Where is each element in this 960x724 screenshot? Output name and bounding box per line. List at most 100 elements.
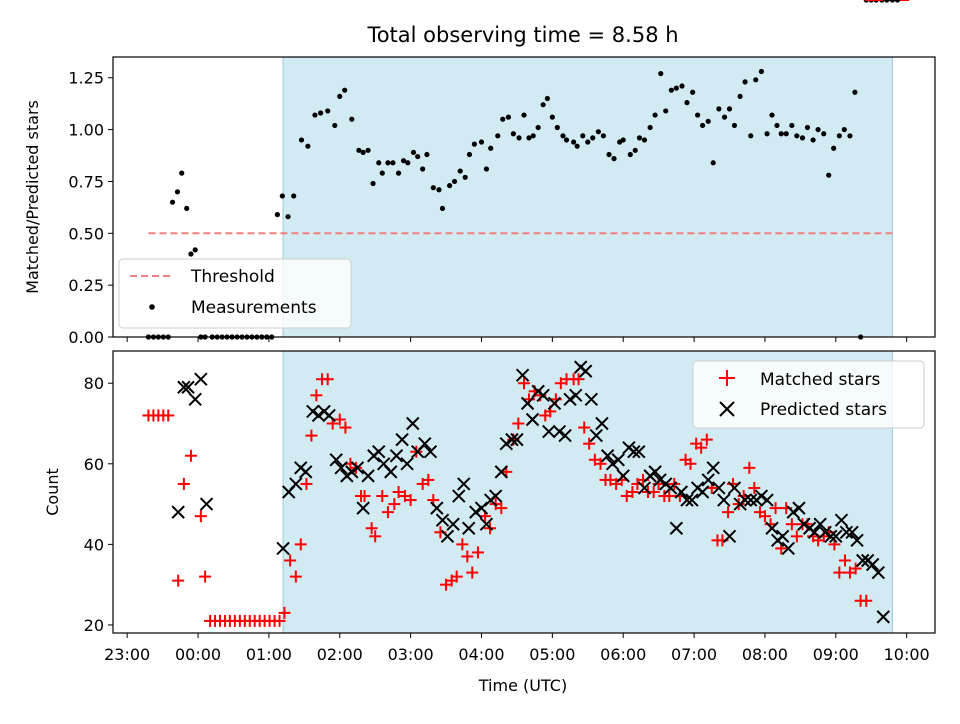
matched-point — [695, 441, 708, 454]
measurement-point — [495, 133, 501, 139]
predicted-point — [350, 461, 365, 475]
predicted-point — [595, 416, 609, 431]
matched-legend-swatch — [719, 370, 735, 386]
matched-point — [300, 477, 313, 490]
predicted-point — [418, 436, 432, 451]
predicted-point — [558, 428, 572, 443]
predicted-point — [611, 453, 625, 467]
predicted-point — [289, 477, 303, 491]
count-y-tick-label: 80 — [84, 374, 104, 393]
measurement-point — [627, 151, 633, 158]
matched-point — [381, 506, 394, 519]
measurement-point — [690, 89, 696, 95]
measurement-point — [349, 116, 355, 122]
predicted-point — [712, 481, 726, 495]
matched-point — [365, 522, 378, 535]
ratio-x-ticks — [126, 337, 908, 342]
matched-point — [748, 481, 761, 494]
matched-point — [461, 550, 474, 563]
ratio-y-tick-label: 1.00 — [68, 121, 104, 140]
predicted-point — [865, 557, 880, 572]
measurement-point — [540, 102, 546, 108]
predicted-point — [605, 457, 620, 471]
measurement-point — [471, 141, 477, 147]
predicted-point — [760, 493, 774, 507]
matched-point — [172, 574, 185, 587]
matched-point — [732, 498, 745, 511]
predicted-point — [648, 465, 662, 479]
predicted-point — [632, 445, 646, 459]
measurement-point — [478, 139, 485, 145]
predicted-point — [727, 481, 742, 495]
matched-point — [626, 486, 639, 498]
measurement-point — [500, 116, 506, 122]
predicted-point — [818, 525, 832, 539]
measurement-point — [274, 212, 280, 218]
predicted-point — [334, 461, 348, 475]
measurement-point — [769, 112, 775, 118]
measurement-point — [574, 143, 580, 149]
measurement-point — [826, 172, 832, 178]
measurement-point — [379, 170, 385, 176]
measurement-point — [563, 137, 570, 143]
count-x-tick-label: 05:00 — [529, 645, 575, 664]
count-y-tick-label: 60 — [84, 455, 104, 474]
measurement-point — [847, 133, 853, 139]
measurement-point — [585, 139, 591, 145]
predicted-legend-swatch — [719, 401, 735, 417]
predicted-point — [329, 453, 343, 467]
measurement-point — [554, 124, 560, 131]
predicted-point — [306, 404, 320, 419]
predicted-point — [430, 501, 444, 515]
matched-point — [839, 554, 852, 567]
matched-point — [684, 457, 697, 470]
measurement-point — [658, 70, 664, 77]
ratio-y-tick-label: 1.25 — [68, 69, 104, 88]
ratio-y-tick-label: 0.00 — [68, 328, 104, 347]
predicted-point — [446, 517, 460, 531]
predicted-point — [311, 408, 326, 423]
predicted-point — [452, 489, 466, 503]
predicted-point — [536, 388, 550, 403]
predicted-point — [680, 493, 694, 507]
measurement-point — [673, 85, 679, 91]
measurement-point — [632, 147, 638, 153]
matched-point — [722, 506, 735, 519]
measurement-points — [145, 0, 901, 340]
measurement-point — [370, 180, 376, 187]
measurement-point — [737, 93, 743, 100]
measurement-point — [821, 131, 827, 137]
matched-point — [495, 502, 508, 515]
matched-point — [273, 614, 286, 627]
predicted-point — [845, 525, 859, 539]
measurement-point — [852, 89, 858, 95]
matched-point — [860, 594, 873, 607]
matched-point — [162, 409, 175, 422]
predicted-point — [188, 392, 202, 407]
measurement-point — [606, 151, 612, 158]
measurement-point — [291, 193, 297, 199]
predicted-point — [361, 469, 375, 483]
predicted-point — [744, 493, 758, 507]
measurement-point — [390, 160, 396, 166]
measurement-point — [764, 131, 770, 137]
predicted-point — [871, 565, 886, 580]
predicted-point — [515, 368, 530, 382]
predicted-point — [479, 517, 494, 531]
measurement-point — [549, 114, 555, 120]
predicted-point — [701, 473, 715, 487]
predicted-point — [807, 525, 822, 539]
measurement-point — [836, 133, 842, 139]
predicted-point — [786, 505, 800, 519]
measurement-point — [285, 214, 291, 220]
predicted-point — [669, 521, 684, 535]
predicted-point — [584, 392, 599, 407]
measurement-point — [794, 133, 800, 139]
measurement-point — [774, 122, 780, 129]
measurement-point — [590, 135, 596, 141]
measurement-point — [462, 174, 468, 180]
matched-point — [849, 562, 862, 575]
count-legend: Matched stars Predicted stars — [692, 360, 925, 429]
measurement-point — [342, 87, 348, 93]
predicted-point — [589, 428, 603, 443]
